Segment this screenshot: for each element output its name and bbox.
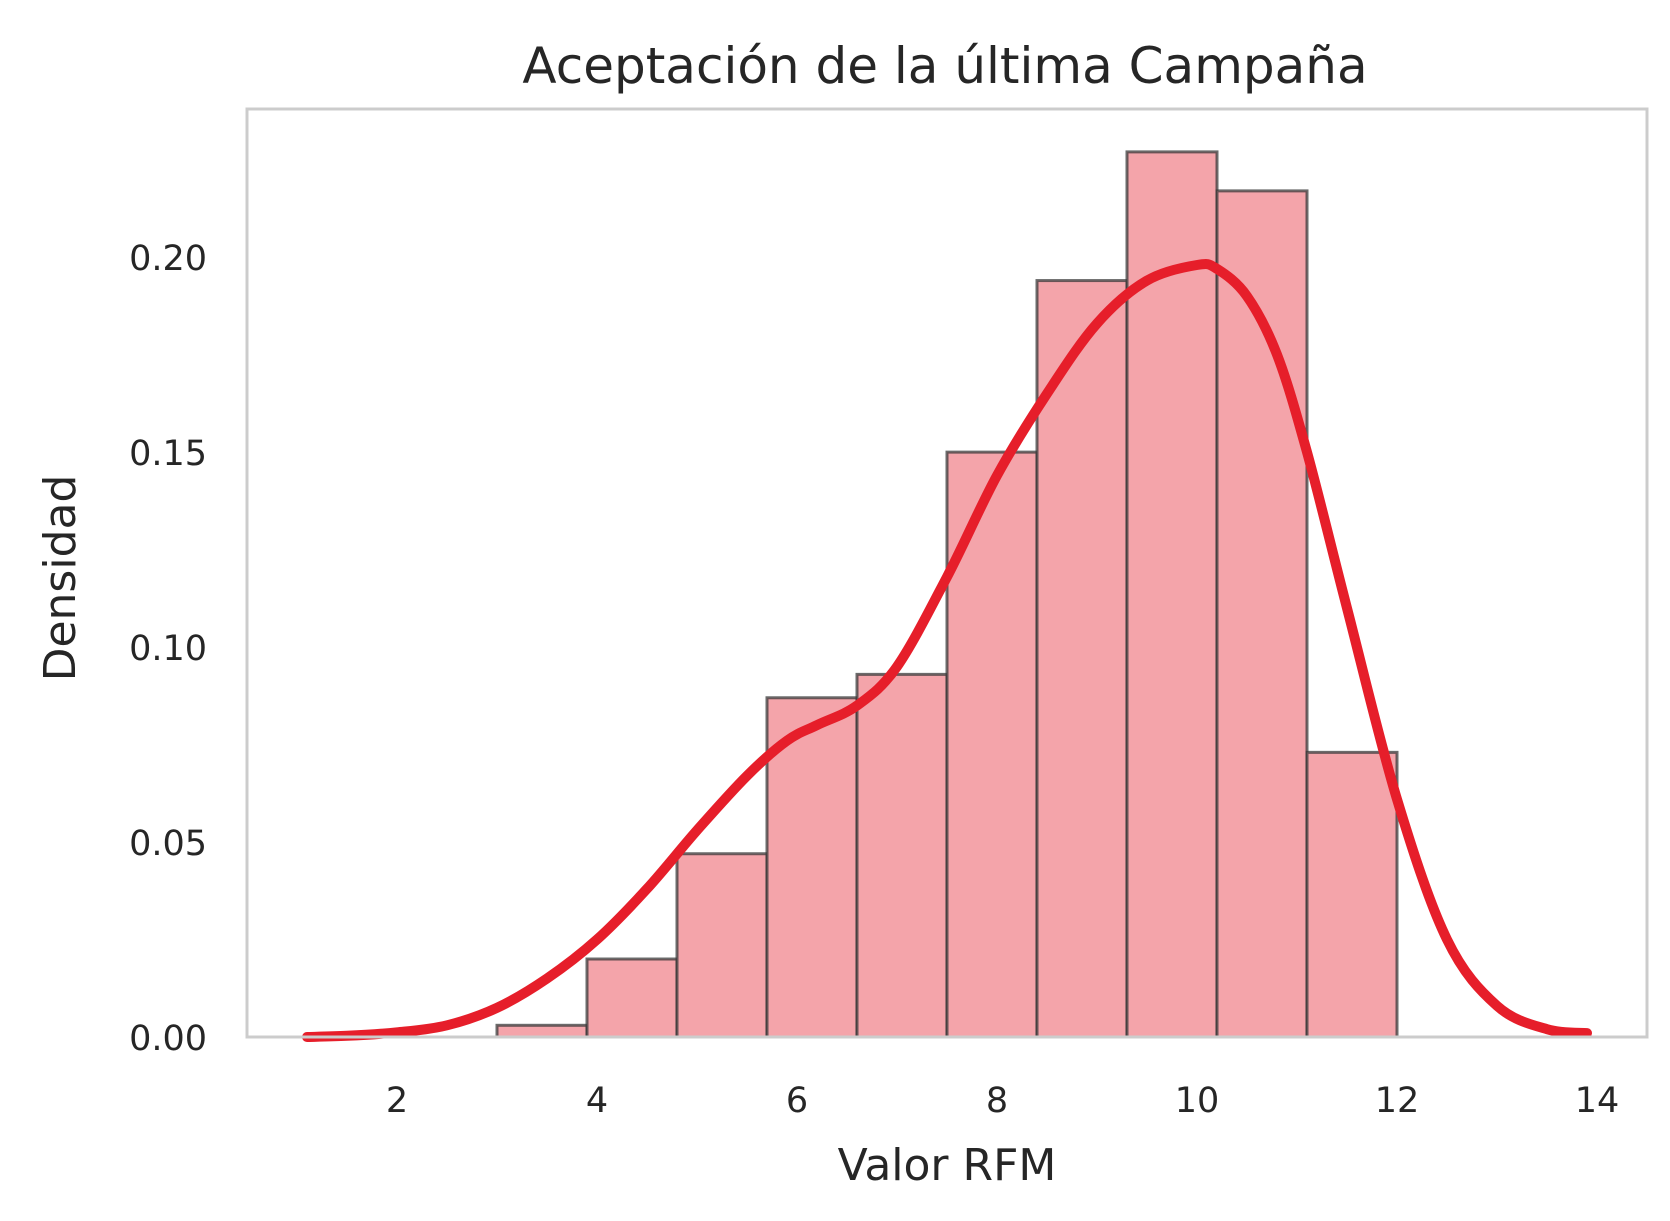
x-tick-label: 12 bbox=[1375, 1081, 1420, 1121]
y-axis-label: Densidad bbox=[35, 475, 86, 682]
x-axis-ticks: 2 4 6 8 10 12 14 bbox=[386, 1081, 1619, 1121]
axes-frame bbox=[245, 107, 1649, 1039]
y-tick-label: 0.15 bbox=[129, 434, 207, 474]
x-axis-label: Valor RFM bbox=[838, 1140, 1057, 1191]
y-tick-label: 0.10 bbox=[129, 629, 207, 669]
chart-title: Aceptación de la última Campaña bbox=[522, 37, 1367, 95]
x-tick-label: 2 bbox=[386, 1081, 408, 1121]
histogram-bar-5 bbox=[855, 672, 949, 1039]
x-tick-label: 10 bbox=[1175, 1081, 1220, 1121]
x-tick-label: 4 bbox=[586, 1081, 608, 1121]
x-tick-label: 6 bbox=[786, 1081, 808, 1121]
y-tick-label: 0.05 bbox=[129, 824, 207, 864]
y-axis-ticks: 0.00 0.05 0.10 0.15 0.20 bbox=[129, 239, 207, 1059]
histogram-bar-1 bbox=[495, 1023, 589, 1039]
bars-layer bbox=[495, 150, 1399, 1039]
x-tick-label: 8 bbox=[986, 1081, 1008, 1121]
kde-curve bbox=[302, 258, 1592, 1042]
histogram-bar-8 bbox=[1125, 150, 1219, 1039]
y-tick-label: 0.20 bbox=[129, 239, 207, 279]
histogram-bar-10 bbox=[1305, 750, 1399, 1039]
histogram-bar-3 bbox=[675, 852, 769, 1039]
x-tick-label: 14 bbox=[1575, 1081, 1620, 1121]
histogram-bar-2 bbox=[585, 957, 679, 1039]
y-tick-label: 0.00 bbox=[129, 1019, 207, 1059]
